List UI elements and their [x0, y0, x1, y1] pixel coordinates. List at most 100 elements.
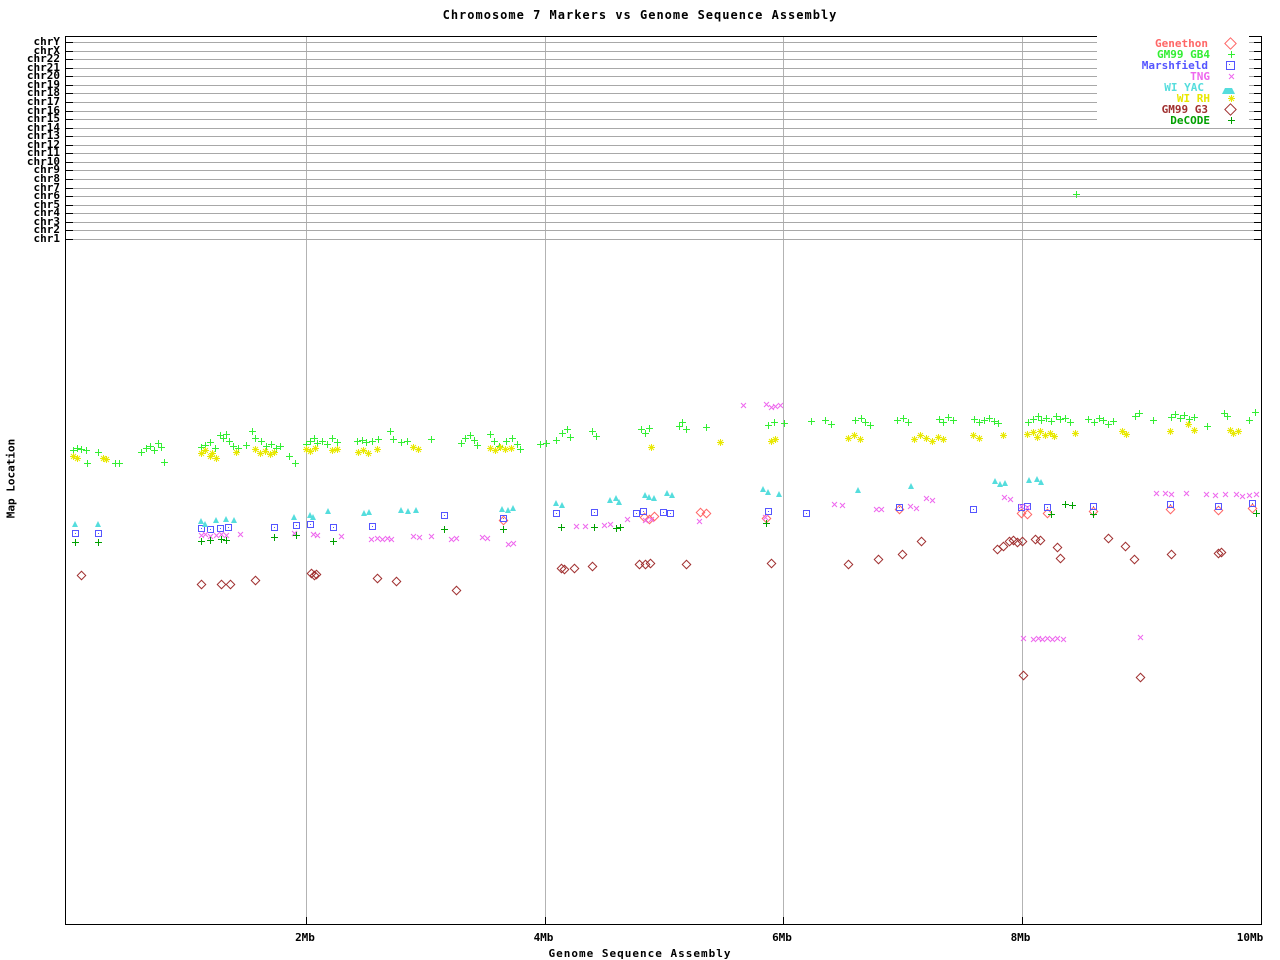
chromosome-label-chr5: chr5: [33, 197, 61, 211]
chromosome-label-chr8: chr8: [33, 172, 61, 186]
data-point-gm99-gb4: [563, 425, 571, 433]
diamond-icon: [1224, 103, 1237, 116]
data-point-wi-rh: [1122, 430, 1130, 438]
data-point-wi-yac: [202, 521, 209, 527]
cross-icon: [1226, 71, 1237, 82]
legend-label: Genethon: [1155, 37, 1208, 50]
data-point-wi-rh: [976, 434, 984, 442]
data-point-wi-rh: [1167, 427, 1175, 435]
data-point-wi-yac: [760, 486, 767, 492]
data-point-gm99-gb4: [142, 444, 150, 452]
data-point-decode: [1252, 509, 1260, 517]
chromosome-label-chr16: chr16: [26, 103, 60, 117]
squaredot-icon: [1226, 61, 1235, 70]
data-point-wi-rh: [414, 445, 422, 453]
data-point-gm99-gb4: [1052, 412, 1060, 420]
data-point-tng: [336, 531, 347, 541]
data-point-gm99-gb4: [1100, 416, 1108, 424]
y-axis-label: Map Location: [4, 438, 18, 519]
data-point-tng: [1220, 489, 1231, 499]
data-point-decode: [1069, 501, 1077, 509]
chromosome-line-chr18: [66, 93, 1261, 95]
data-point-wi-rh: [851, 431, 859, 439]
data-point-decode: [72, 538, 80, 546]
data-point-gm99-gb4: [971, 415, 979, 423]
legend-label: GM99 G3: [1161, 103, 1208, 116]
chromosome-label-chrY: chrY: [33, 35, 61, 48]
data-point-gm99-gb4: [852, 416, 860, 424]
data-point-gm99-gb4: [387, 427, 395, 435]
data-point-wi-yac: [854, 487, 861, 493]
x-gridline: [544, 37, 546, 924]
data-point-wi-yac: [606, 497, 613, 503]
data-point-wi-rh: [364, 449, 372, 457]
data-point-wi-rh: [845, 434, 853, 442]
data-point-decode: [207, 536, 215, 544]
data-point-wi-yac: [558, 502, 565, 508]
data-point-gm99-gb4: [1062, 414, 1070, 422]
data-point-wi-rh: [213, 454, 221, 462]
legend-item-marshfield: Marshfield: [1097, 60, 1249, 71]
data-point-gm99-gb4: [1066, 418, 1074, 426]
data-point-gm99-gb4: [899, 414, 907, 422]
x-tick-mark: [783, 917, 784, 924]
data-point-gm99-gb4: [552, 436, 560, 444]
data-point-wi-rh: [772, 435, 780, 443]
chromosome-label-chr6: chr6: [33, 189, 61, 203]
data-point-gm99-g3: [196, 579, 206, 589]
data-point-wi-rh: [1046, 429, 1054, 437]
data-point-gm99-gb4: [822, 416, 830, 424]
data-point-marshfield: [632, 509, 640, 517]
data-point-wi-yac: [222, 516, 229, 522]
data-point-gm99-gb4: [1025, 418, 1033, 426]
data-point-gm99-gb4: [1034, 412, 1042, 420]
data-point-tng: [1251, 489, 1262, 499]
x-tick-label: 6Mb: [772, 931, 792, 944]
data-point-gm99-gb4: [1084, 415, 1092, 423]
data-point-gm99-gb4: [508, 434, 516, 442]
data-point-gm99-gb4: [1176, 414, 1184, 422]
data-point-gm99-gb4: [588, 427, 596, 435]
data-point-gm99-gb4: [1105, 420, 1113, 428]
data-point-wi-yac: [309, 514, 316, 520]
chromosome-label-chr14: chr14: [26, 120, 60, 134]
data-point-gm99-gb4: [1251, 408, 1259, 416]
data-point-gm99-g3: [391, 576, 402, 586]
data-point-gm99-gb4: [137, 448, 145, 456]
data-point-wi-rh: [1071, 429, 1079, 437]
data-point-tng: [580, 521, 590, 531]
data-point-gm99-gb4: [513, 440, 521, 448]
chromosome-line-chr10: [66, 161, 1261, 163]
data-point-gm99-gb4: [160, 458, 168, 466]
data-point-tng: [426, 531, 437, 541]
data-point-wi-yac: [650, 495, 657, 501]
data-point-wi-rh: [103, 455, 111, 463]
data-point-gm99-gb4: [462, 434, 470, 442]
data-point-tng: [837, 500, 848, 510]
data-point-wi-yac: [72, 521, 79, 527]
data-point-decode: [440, 525, 448, 533]
data-point-wi-yac: [1002, 480, 1009, 486]
data-point-decode: [1089, 510, 1097, 518]
data-point-marshfield: [639, 507, 647, 515]
data-point-decode: [222, 536, 230, 544]
data-point-decode: [292, 531, 300, 539]
data-point-wi-rh: [333, 445, 341, 453]
chromosome-line-chr13: [66, 136, 1261, 138]
data-point-wi-yac: [991, 478, 998, 484]
data-point-decode: [617, 523, 625, 531]
x-tick-mark: [1021, 917, 1023, 924]
legend-label: DeCODE: [1170, 114, 1210, 127]
data-point-wi-yac: [397, 507, 404, 513]
data-point-gm99-gb4: [950, 416, 958, 424]
data-point-tng: [1210, 490, 1221, 500]
data-point-gm99-gb4: [154, 439, 162, 447]
data-point-gm99-gb4: [1090, 418, 1098, 426]
data-point-gm99-gb4: [940, 418, 948, 426]
data-point-wi-yac: [1033, 476, 1040, 482]
legend-label: Marshfield: [1141, 59, 1208, 72]
chromosome-line-chr17: [66, 101, 1261, 103]
plot-area: [65, 36, 1262, 925]
data-point-marshfield: [271, 523, 279, 531]
data-point-wi-yac: [499, 506, 506, 512]
